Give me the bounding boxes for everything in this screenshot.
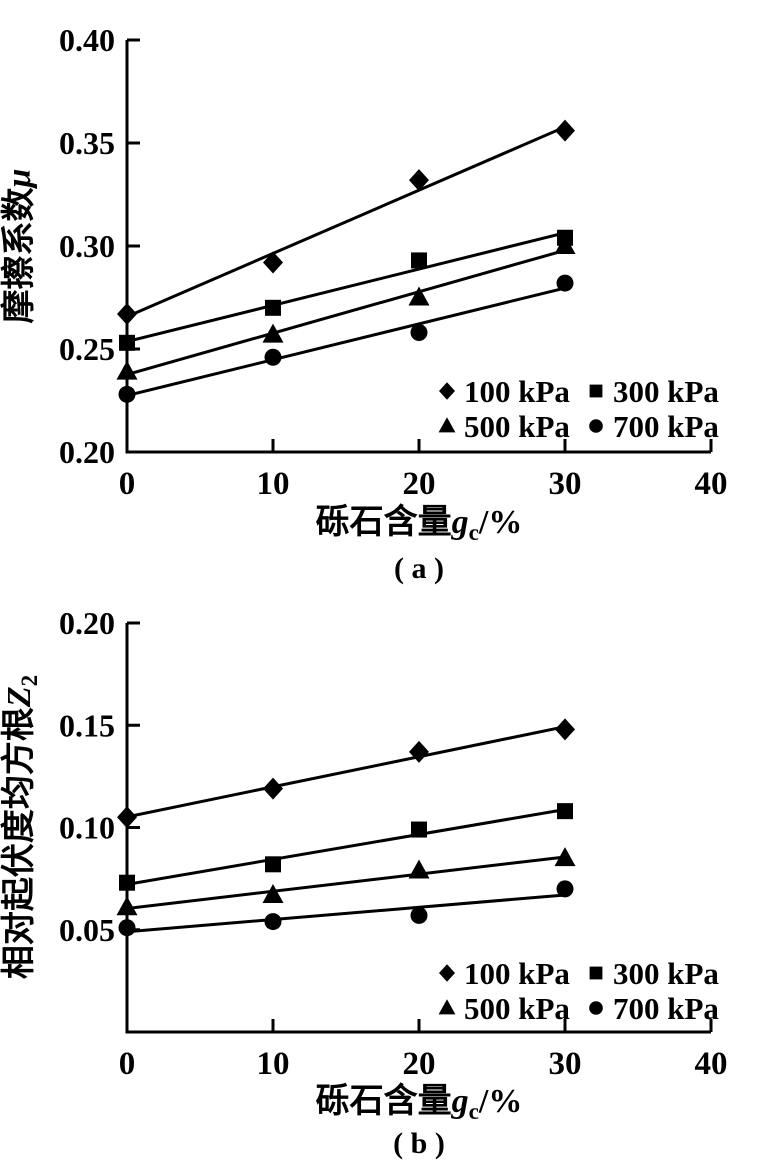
y-axis-label: 相对起伏度均方根Z2 (0, 675, 42, 979)
data-point-diamond (117, 302, 137, 325)
x-tick-label: 40 (695, 1046, 728, 1082)
trend-line-500-kpa (126, 248, 566, 376)
square-legend-icon (589, 384, 603, 398)
data-point-circle (556, 274, 574, 292)
y-tick-label: 0.20 (59, 605, 115, 641)
data-point-diamond (263, 777, 283, 800)
x-tick-label: 10 (257, 466, 290, 502)
y-axis-label: 摩擦系数μ (0, 169, 38, 324)
x-axis-label: 砾石含量gc/% (316, 503, 523, 545)
y-tick-label: 0.40 (59, 22, 115, 58)
data-point-diamond (555, 718, 575, 741)
circle-legend-icon (589, 1001, 603, 1015)
data-point-circle (410, 906, 428, 924)
legend-label: 100 kPa (464, 956, 570, 991)
data-point-square (119, 334, 135, 351)
x-tick-label: 30 (549, 1046, 582, 1082)
data-point-diamond (117, 806, 137, 829)
data-point-square (557, 803, 573, 820)
x-axis-label: 砾石含量gc/% (316, 1082, 523, 1124)
data-point-circle (118, 919, 136, 937)
x-tick-label: 20 (403, 1046, 436, 1082)
y-tick-label: 0.35 (59, 125, 115, 161)
axis-lines (125, 40, 711, 454)
y-tick-label: 0.30 (59, 228, 115, 264)
data-point-square (265, 299, 281, 316)
legend-label: 700 kPa (613, 991, 719, 1026)
data-point-diamond (409, 740, 429, 763)
x-tick-label: 30 (549, 466, 582, 502)
diamond-legend-icon (439, 964, 455, 982)
chart-panel-a: 0.20 0.25 0.30 0.35 0.40 0 10 20 30 40 100 kPa 300 … (0, 0, 768, 586)
y-tick-label: 0.15 (59, 707, 115, 743)
x-tick-label: 0 (119, 466, 136, 502)
legend-label: 100 kPa (464, 374, 570, 409)
data-point-triangle (262, 883, 284, 903)
x-tick-label: 20 (403, 466, 436, 502)
chart-a-canvas: 0.20 0.25 0.30 0.35 0.40 0 10 20 30 40 100 kPa 300 … (0, 22, 728, 585)
data-point-square (411, 821, 427, 838)
x-tick-label: 10 (257, 1046, 290, 1082)
trend-line-100-kpa (126, 125, 566, 319)
diamond-legend-icon (439, 382, 455, 400)
y-tick-label: 0.25 (59, 331, 115, 367)
legend-label: 500 kPa (464, 991, 570, 1026)
data-point-triangle (554, 235, 576, 254)
legend-label: 300 kPa (613, 374, 719, 409)
panel-tag: ( a ) (394, 552, 444, 585)
axis-lines (125, 623, 711, 1034)
y-tick-label: 0.05 (59, 912, 115, 948)
panel-tag: ( b ) (393, 1127, 445, 1160)
legend-label: 300 kPa (613, 956, 719, 991)
trend-line-300-kpa (126, 808, 566, 886)
chart-panel-b: 0.05 0.10 0.15 0.20 0 10 20 30 40 100 kPa 300 kPa 5… (0, 586, 768, 1173)
legend-label: 700 kPa (613, 409, 719, 444)
data-point-triangle (116, 896, 138, 916)
trend-line-700-kpa (126, 286, 566, 398)
data-point-diamond (555, 119, 575, 142)
data-point-circle (264, 913, 282, 931)
trend-line-700-kpa (126, 893, 566, 934)
data-point-diamond (409, 169, 429, 192)
data-point-triangle (262, 323, 284, 343)
data-point-triangle (408, 859, 430, 879)
x-tick-label: 40 (695, 466, 728, 502)
data-point-circle (264, 348, 282, 366)
data-point-triangle (408, 286, 430, 306)
legend-label: 500 kPa (464, 409, 570, 444)
triangle-legend-icon (438, 999, 456, 1015)
x-tick-label: 0 (119, 1046, 136, 1082)
y-tick-label: 0.20 (59, 434, 115, 470)
data-point-diamond (263, 251, 283, 274)
data-point-circle (118, 385, 136, 403)
data-point-circle (410, 324, 428, 342)
data-point-square (411, 252, 427, 269)
triangle-legend-icon (438, 417, 456, 433)
square-legend-icon (589, 966, 603, 980)
trend-line-100-kpa (126, 725, 566, 819)
data-point-circle (556, 880, 574, 898)
chart-b-canvas: 0.05 0.10 0.15 0.20 0 10 20 30 40 100 kPa 300 kPa 5… (0, 605, 728, 1160)
data-point-triangle (554, 847, 576, 867)
data-point-square (119, 874, 135, 891)
trend-line-300-kpa (126, 231, 566, 344)
y-tick-label: 0.10 (59, 810, 115, 846)
circle-legend-icon (589, 419, 603, 433)
data-point-square (265, 856, 281, 873)
data-point-triangle (116, 360, 138, 380)
trend-line-500-kpa (126, 855, 566, 910)
